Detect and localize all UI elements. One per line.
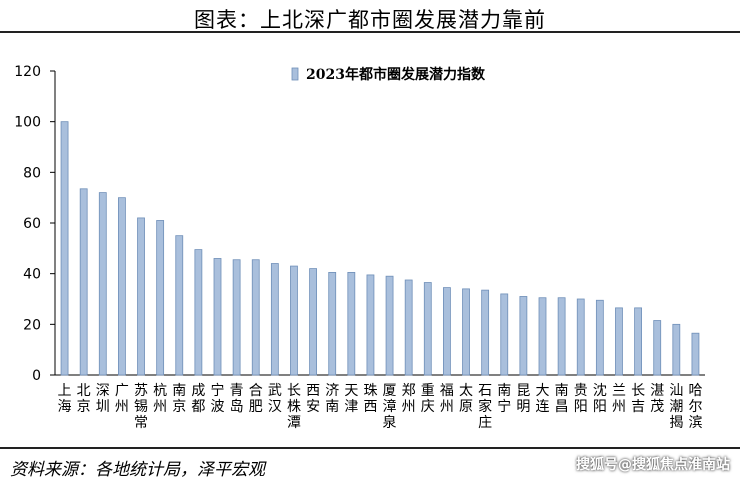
x-tick-label: 南宁 [497, 383, 511, 415]
bar-西安 [309, 268, 317, 376]
bar-郑州 [404, 279, 413, 376]
bar-长株潭 [290, 265, 298, 376]
x-tick-label: 昆明 [516, 383, 530, 415]
top-rule [0, 31, 740, 33]
x-tick-label: 大连 [536, 383, 550, 415]
y-axis: 0 20 40 60 80 100 120 [14, 64, 56, 384]
bar-苏锡常 [137, 217, 145, 376]
y-tick-label: 60 [23, 216, 41, 232]
bar-青岛 [232, 259, 241, 376]
bar-大连 [538, 297, 547, 376]
y-tick-label: 100 [14, 115, 41, 131]
x-tick-label: 上海 [58, 383, 72, 415]
bar-series [60, 121, 700, 376]
bar-北京 [79, 188, 88, 376]
x-tick-label: 深圳 [96, 383, 110, 415]
bottom-rule [0, 447, 740, 449]
legend-label: 2023年都市圈发展潜力指数 [306, 66, 486, 83]
source-note: 资料来源：各地统计局，泽平宏观 [10, 460, 265, 480]
bar-南京 [175, 235, 184, 376]
bar-兰州 [615, 307, 623, 376]
x-tick-label: 沈阳 [593, 383, 607, 415]
bar-福州 [443, 287, 451, 376]
y-tick-label: 120 [14, 64, 41, 80]
legend-swatch [291, 67, 299, 81]
x-tick-label: 武汉 [268, 383, 282, 415]
bar-广州 [118, 197, 126, 376]
x-tick-label: 济南 [325, 383, 339, 415]
bar-南宁 [500, 293, 509, 376]
bar-南昌 [557, 297, 566, 376]
x-tick-label: 长吉 [631, 383, 645, 415]
y-tick-label: 20 [23, 317, 41, 333]
x-tick-label: 合肥 [249, 383, 263, 415]
bar-chart: 0 20 40 60 80 100 120 上海北京深圳广州苏锡常杭州南京成都宁波青岛合肥武… [14, 64, 705, 431]
x-tick-label: 湛茂 [650, 383, 664, 415]
bar-宁波 [213, 258, 222, 376]
bar-天津 [347, 271, 356, 376]
x-tick-label: 广州 [115, 383, 129, 415]
bar-汕潮揭 [672, 323, 681, 376]
x-tick-label: 长株潭 [287, 383, 301, 431]
x-tick-label: 哈尔滨 [688, 383, 702, 431]
bar-厦漳泉 [385, 275, 394, 376]
bar-太原 [462, 288, 470, 376]
x-tick-label: 太原 [459, 383, 473, 415]
bar-合肥 [251, 259, 260, 376]
bar-沈阳 [595, 299, 604, 376]
bar-石家庄 [481, 289, 490, 376]
y-tick-label: 40 [23, 267, 41, 283]
x-tick-label: 北京 [77, 383, 91, 415]
x-tick-label: 天津 [344, 383, 358, 415]
x-tick-label: 郑州 [402, 383, 416, 415]
x-tick-label: 重庆 [421, 383, 435, 415]
x-tick-label: 西安 [306, 383, 320, 415]
y-tick-label: 80 [23, 165, 41, 181]
x-tick-label: 汕潮揭 [669, 383, 683, 431]
y-tick-label: 0 [32, 368, 41, 384]
bar-湛茂 [653, 320, 662, 376]
x-tick-label: 杭州 [153, 383, 167, 415]
bar-贵阳 [576, 298, 585, 376]
x-tick-label: 厦漳泉 [383, 383, 397, 431]
x-tick-label: 贵阳 [574, 383, 588, 415]
chart-title: 图表：上北深广都市圈发展潜力靠前 [194, 8, 546, 32]
category-labels: 上海北京深圳广州苏锡常杭州南京成都宁波青岛合肥武汉长株潭西安济南天津珠西厦漳泉郑… [58, 382, 703, 431]
x-tick-label: 南京 [172, 383, 186, 415]
x-tick-label: 宁波 [211, 382, 225, 415]
x-tick-label: 成都 [191, 383, 205, 415]
bar-上海 [60, 121, 69, 376]
x-tick-label: 兰州 [612, 383, 626, 415]
legend: 2023年都市圈发展潜力指数 [291, 66, 486, 83]
bar-珠西 [366, 274, 375, 376]
x-tick-label: 南昌 [555, 383, 569, 415]
watermark: 搜狐号@搜狐焦点淮南站 [576, 457, 730, 473]
bar-昆明 [519, 296, 528, 376]
bar-重庆 [423, 282, 432, 376]
bar-深圳 [98, 192, 107, 376]
bar-武汉 [270, 263, 279, 376]
x-tick-label: 青岛 [230, 383, 244, 415]
x-tick-label: 福州 [440, 383, 454, 415]
bar-成都 [194, 249, 203, 376]
x-tick-label: 石家庄 [478, 383, 492, 431]
x-tick-label: 珠西 [363, 383, 377, 415]
bar-哈尔滨 [691, 332, 700, 376]
x-tick-label: 苏锡常 [134, 383, 148, 431]
bar-长吉 [634, 307, 642, 376]
bar-杭州 [156, 220, 165, 376]
bar-济南 [328, 271, 337, 376]
